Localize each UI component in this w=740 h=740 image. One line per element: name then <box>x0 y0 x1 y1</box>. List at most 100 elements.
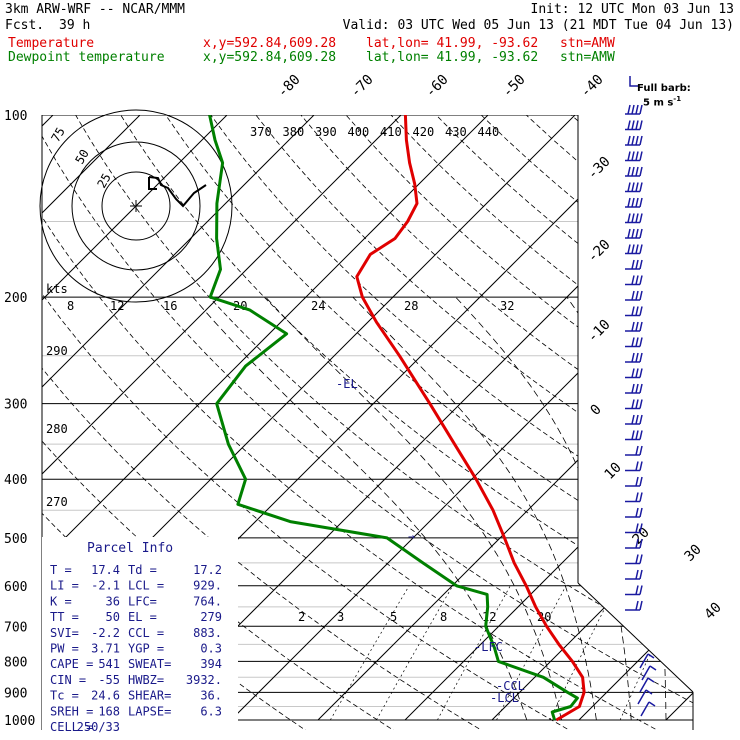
wind-barb-flag <box>639 445 643 456</box>
mixing-ratio-line <box>329 585 410 721</box>
wind-barb-flag <box>639 228 643 239</box>
dewpoint-xy: x,y=592.84,609.28 <box>203 50 337 65</box>
wind-barb-flag <box>635 368 639 378</box>
wind-barb-shaft <box>639 653 649 669</box>
parcel-row-value: 24.6 <box>91 689 120 703</box>
dry-adiabat-line <box>661 115 693 730</box>
wind-barb <box>625 414 643 425</box>
fcst-value: 39 h <box>59 18 91 33</box>
sounding-lines <box>208 115 586 722</box>
isotherm-line <box>42 115 402 721</box>
parcel-row-value: 929. <box>193 579 222 593</box>
isotherm-label: -40 <box>578 72 607 101</box>
wind-barb-flag <box>639 151 643 161</box>
parcel-row-value: 883. <box>193 626 222 640</box>
hodograph-ring <box>39 109 233 303</box>
mixing-ratio-line <box>496 585 567 721</box>
isotherm-line <box>42 115 228 721</box>
barb-legend-value: 5 m s-1 <box>637 94 691 108</box>
wind-barb-flag <box>635 538 639 549</box>
parcel-row-label: CCL = <box>128 626 164 640</box>
isotherm-line <box>42 115 489 721</box>
wind-barb-flag <box>631 244 635 254</box>
temperature-latlon: lat,lon= 41.99, -93.62 <box>366 36 539 51</box>
wind-barb-flag <box>635 523 639 533</box>
moist-adiabat-line <box>352 296 597 721</box>
pressure-tick-label: 300 <box>4 398 27 413</box>
parcel-row-value: 6.3 <box>200 704 222 718</box>
wind-barb-flag <box>631 135 635 146</box>
wind-barb-flag <box>631 104 635 115</box>
wind-marker: → <box>408 530 415 543</box>
parcel-info-background <box>42 537 238 730</box>
parcel-row-value: 36. <box>200 689 222 703</box>
wind-barb-flag <box>635 461 639 471</box>
wind-barb-flag <box>635 383 639 394</box>
isotherm-label: -10 <box>585 317 614 346</box>
parcel-row-label: TT = <box>50 610 79 624</box>
dry-adiabat-line <box>42 115 693 730</box>
dry-adiabat-line <box>42 115 575 730</box>
wind-barb-flag <box>639 414 643 425</box>
parcel-row-value: 36 <box>106 594 120 608</box>
hodograph-speed-label: 16 <box>163 299 177 313</box>
pressure-tick-label: 800 <box>4 655 27 670</box>
wind-barb <box>625 244 643 255</box>
pressure-tick-label: 500 <box>4 532 27 547</box>
hodograph-speed-label: 24 <box>311 299 325 313</box>
wind-barb <box>625 197 643 208</box>
wind-barb-flag <box>635 445 639 456</box>
pressure-tick-label: 900 <box>4 686 27 701</box>
wind-barb-flag <box>635 182 639 192</box>
wind-barb-flag <box>639 321 643 332</box>
wind-barb-flag <box>635 104 639 115</box>
wind-barb-flag <box>635 213 639 223</box>
wind-barb <box>625 321 643 332</box>
mixing-ratio-label: 12 <box>482 610 496 624</box>
mixing-ratio-label: 8 <box>440 610 447 624</box>
model-title: 3km ARW-WRF -- NCAR/MMM <box>5 2 186 17</box>
wind-barb-flag <box>639 104 643 115</box>
isotherm-line <box>578 115 693 721</box>
wind-barb-flag <box>631 228 635 239</box>
parcel-row-value: 3932. <box>186 673 222 687</box>
temperature-xy: x,y=592.84,609.28 <box>203 36 337 51</box>
wind-barb-flag <box>635 352 639 363</box>
wind-barb-flag <box>631 383 635 394</box>
wind-barb-flag <box>639 600 643 611</box>
wind-barb <box>625 368 643 379</box>
theta-label: 290 <box>46 344 68 358</box>
theta-label: 270 <box>46 495 68 509</box>
wind-barb <box>625 120 643 131</box>
mixing-ratio-label: 3 <box>337 610 344 624</box>
isotherm-label: 40 <box>702 600 725 623</box>
isotherm-line <box>404 115 693 721</box>
parcel-row-label: SWEAT= <box>128 657 171 671</box>
dewpoint-latlon: lat,lon= 41.99, -93.62 <box>366 50 539 65</box>
wind-barb-flag <box>635 600 639 611</box>
wind-barb <box>625 213 643 224</box>
wind-barb <box>625 476 643 487</box>
wind-barb <box>625 182 643 193</box>
wind-barb-flag <box>647 677 655 683</box>
parcel-row-value: 3.71 <box>91 642 120 656</box>
wind-barb-flag <box>627 244 631 254</box>
wind-barb-flag <box>627 104 631 115</box>
dewpoint-legend: Dewpoint temperature <box>8 50 165 65</box>
wind-barb-flag <box>639 368 643 378</box>
parcel-row-value: 279 <box>200 610 222 624</box>
wind-barb <box>625 554 643 565</box>
parcel-row-value: 168 <box>98 704 120 718</box>
wind-barb-flag <box>639 213 643 223</box>
wind-barb-flag <box>627 213 631 223</box>
wind-barb-flag <box>635 430 639 440</box>
wind-barb-flag <box>631 306 635 316</box>
wind-barb <box>625 290 643 301</box>
wind-barb-flag <box>631 337 635 347</box>
hodograph-speed-label: 28 <box>404 299 418 313</box>
hodograph-ring <box>71 141 201 271</box>
pressure-tick-label: 100 <box>4 109 27 124</box>
pressure-tick-label: 700 <box>4 620 27 635</box>
wind-barb-flag <box>639 476 643 487</box>
parcel-row-value: 17.4 <box>91 563 120 577</box>
